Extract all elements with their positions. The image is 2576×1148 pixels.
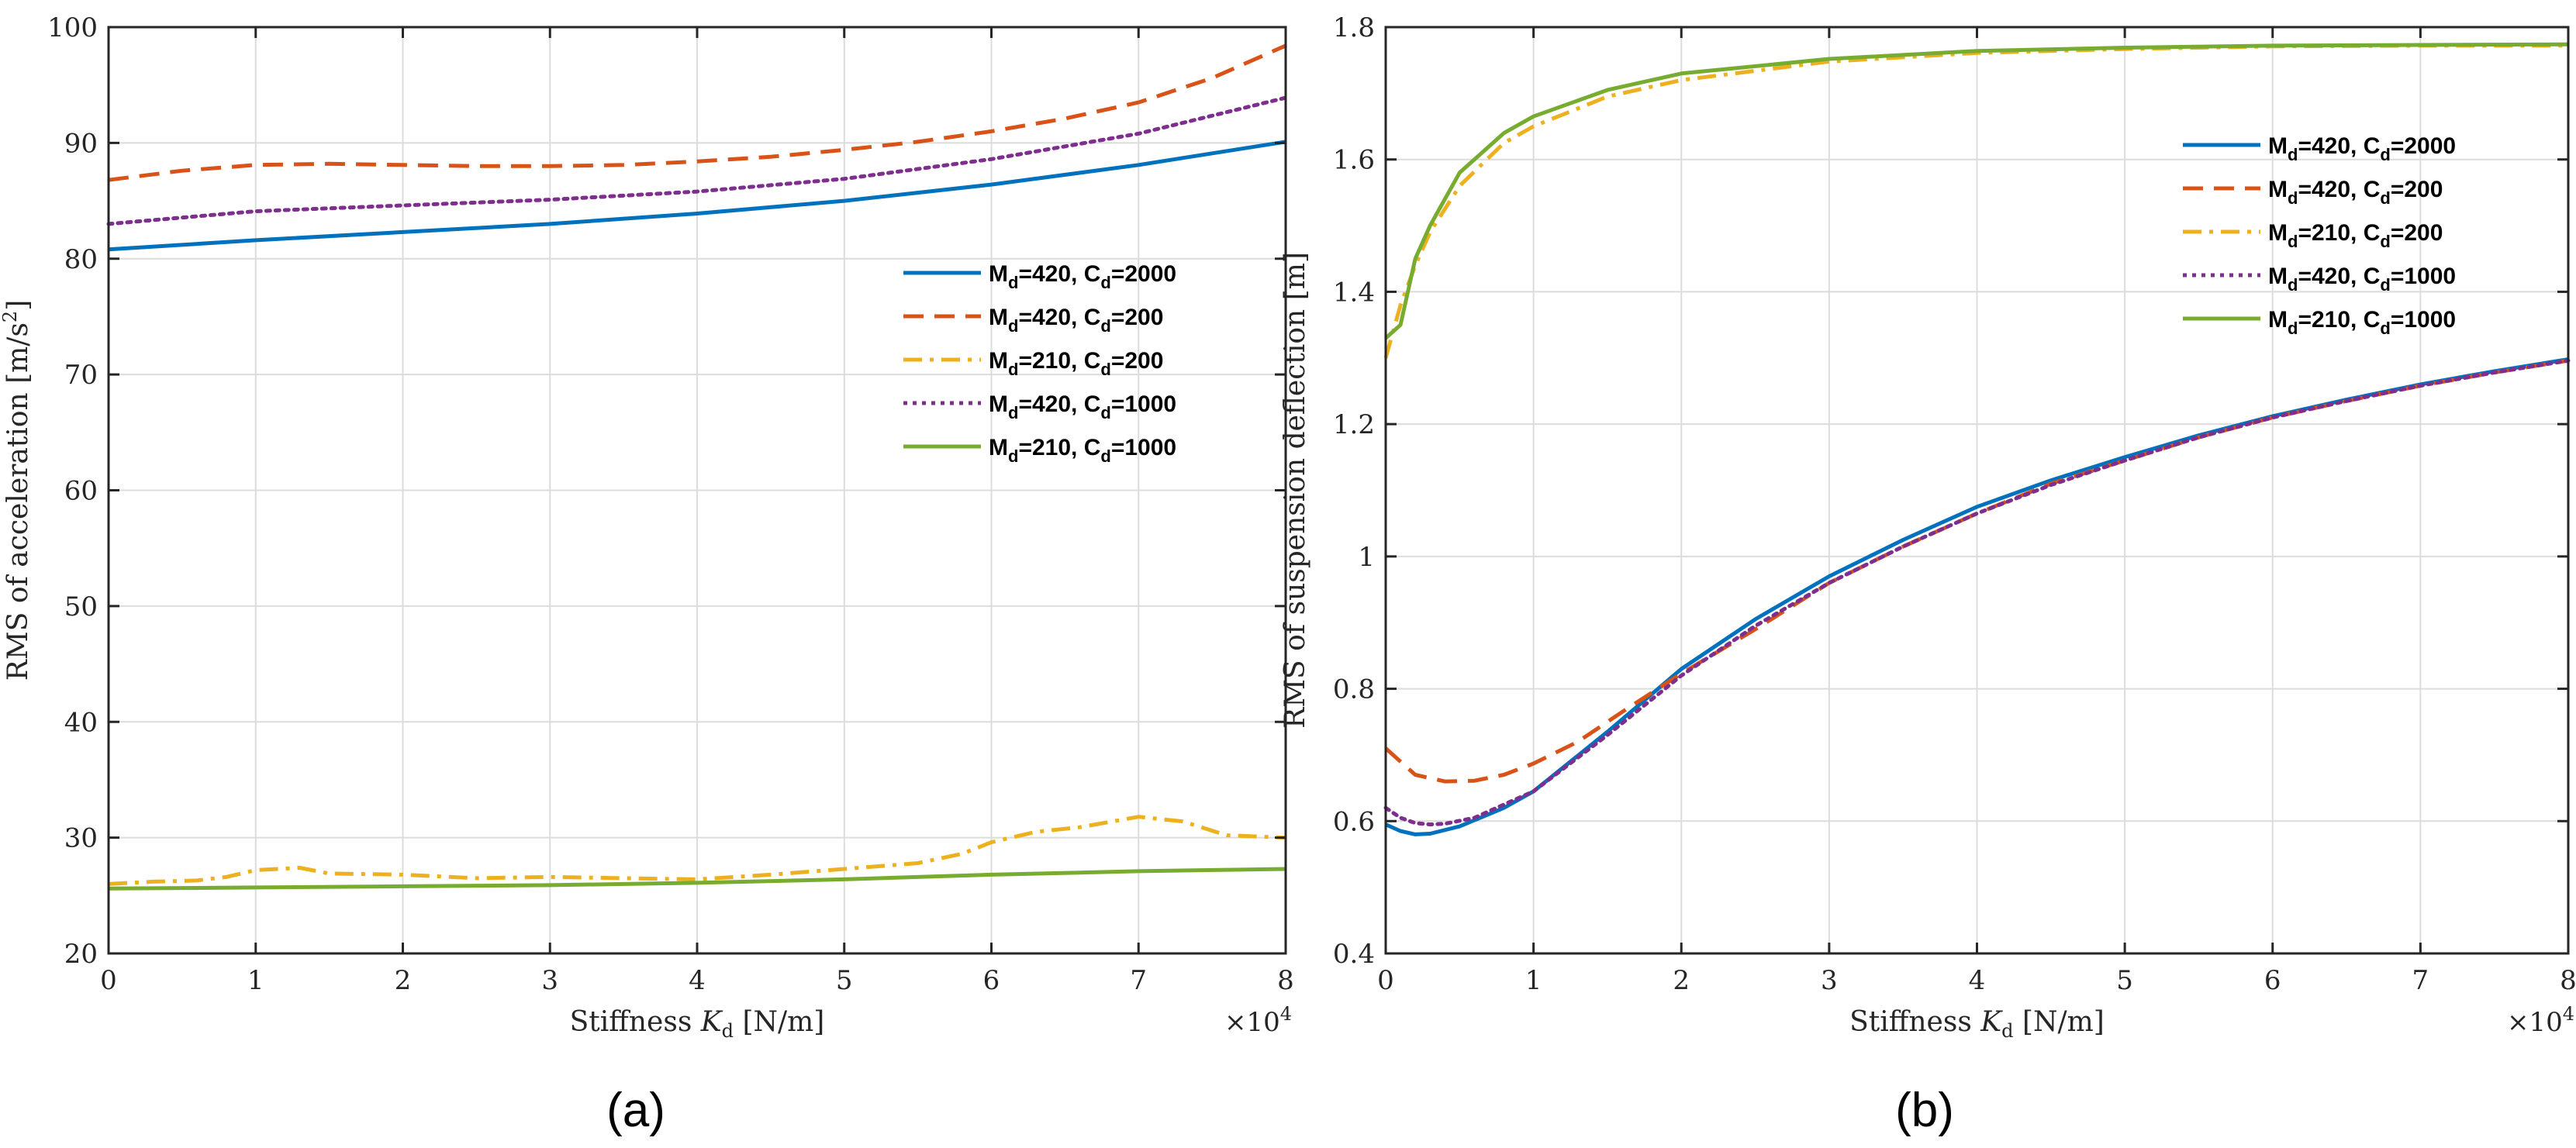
grid-b bbox=[1385, 26, 2569, 954]
x-tick-label: 3 bbox=[541, 965, 558, 996]
panel-label-a: (a) bbox=[606, 1084, 665, 1137]
x-tick-label: 8 bbox=[2560, 965, 2576, 996]
y-tick-label: 1.8 bbox=[1333, 12, 1375, 43]
y-axis-label-b: RMS of suspension deflection [m] bbox=[1279, 252, 1311, 729]
series-line-b-4 bbox=[1384, 42, 2569, 340]
x-tick-label: 5 bbox=[836, 965, 853, 996]
x-multiplier-a: ×104​ bbox=[1224, 1003, 1292, 1038]
x-tick-label: 2 bbox=[395, 965, 412, 996]
y-tick-label: 100 bbox=[47, 12, 98, 43]
y-tick-label: 40 bbox=[64, 707, 98, 738]
ticks-b: 0 1 2 3 4 5 6 7 8 0.4 0.6 0.8 1 1.2 1.4 1.6 1.8 bbox=[1333, 12, 2576, 996]
series-line-b-3 bbox=[1383, 358, 2571, 827]
legend-entry-a-2: Md=210, Cd=200 bbox=[989, 348, 1163, 379]
y-tick-label: 0.4 bbox=[1333, 939, 1375, 970]
legend-entry-a-0: Md=420, Cd=2000 bbox=[989, 261, 1176, 292]
y-tick-label: 60 bbox=[64, 476, 98, 507]
series-group-b bbox=[1383, 42, 2571, 836]
ticks-a: 0 1 2 3 4 5 6 7 8 20 30 40 50 60 70 80 90 100 bbox=[47, 12, 1294, 996]
x-axis-label-a: Stiffness Kd​ [N/m] bbox=[570, 1006, 825, 1042]
y-tick-label: 1.4 bbox=[1333, 277, 1375, 308]
series-group-a bbox=[106, 43, 1288, 891]
x-tick-label: 1 bbox=[247, 965, 264, 996]
y-tick-label: 0.6 bbox=[1333, 806, 1375, 837]
x-tick-label: 6 bbox=[2264, 965, 2281, 996]
series-line-a-0 bbox=[108, 140, 1286, 252]
y-tick-label: 1 bbox=[1358, 542, 1375, 573]
x-tick-label: 7 bbox=[2412, 965, 2429, 996]
legend-entry-b-1: Md=420, Cd=200 bbox=[2268, 177, 2443, 208]
legend-entry-a-3: Md=420, Cd=1000 bbox=[989, 391, 1176, 422]
y-tick-label: 1.2 bbox=[1333, 409, 1375, 440]
chart-panel-b: 0 1 2 3 4 5 6 7 8 0.4 0.6 0.8 1 1.2 1.4 1.6 1.8 Md=420, … bbox=[1279, 12, 2576, 1137]
x-tick-label: 5 bbox=[2116, 965, 2133, 996]
series-line-a-4 bbox=[108, 867, 1286, 891]
panel-label-b: (b) bbox=[1895, 1084, 1954, 1137]
x-tick-label: 7 bbox=[1130, 965, 1147, 996]
y-tick-label: 20 bbox=[64, 939, 98, 970]
legend-b: Md=420, Cd=2000 Md=420, Cd=200 Md=210, Cd=… bbox=[2183, 133, 2456, 338]
legend-a: Md=420, Cd=2000 Md=420, Cd=200 Md=210, Cd=… bbox=[903, 261, 1176, 466]
series-line-a-2 bbox=[108, 815, 1286, 886]
y-tick-label: 1.6 bbox=[1333, 145, 1375, 176]
x-tick-label: 6 bbox=[983, 965, 1000, 996]
series-line-a-1 bbox=[108, 43, 1287, 182]
x-tick-label: 3 bbox=[1821, 965, 1838, 996]
y-tick-label: 70 bbox=[64, 360, 98, 391]
x-tick-label: 2 bbox=[1673, 965, 1690, 996]
legend-entry-a-1: Md=420, Cd=200 bbox=[989, 305, 1163, 336]
chart-panel-a: 0 1 2 3 4 5 6 7 8 20 30 40 50 60 70 80 90 100 Md=420, Cd=… bbox=[0, 12, 1294, 1137]
x-tick-label: 0 bbox=[1377, 965, 1394, 996]
x-tick-label: 8 bbox=[1277, 965, 1294, 996]
plot-frame-b bbox=[1384, 26, 2570, 955]
y-axis-label-a: RMS of acceleration [m/s2​] bbox=[0, 300, 34, 681]
plot-frame-a bbox=[107, 26, 1287, 955]
y-tick-label: 30 bbox=[64, 823, 98, 854]
legend-entry-b-2: Md=210, Cd=200 bbox=[2268, 220, 2443, 251]
x-axis-label-b: Stiffness Kd​ [N/m] bbox=[1849, 1006, 2105, 1042]
x-multiplier-b: ×104​ bbox=[2507, 1003, 2574, 1038]
legend-entry-b-4: Md=210, Cd=1000 bbox=[2268, 307, 2456, 338]
x-tick-label: 4 bbox=[1969, 965, 1986, 996]
series-line-a-3 bbox=[106, 95, 1288, 226]
x-tick-label: 4 bbox=[689, 965, 706, 996]
y-tick-label: 90 bbox=[64, 128, 98, 159]
y-tick-label: 0.8 bbox=[1333, 674, 1375, 705]
y-tick-label: 80 bbox=[64, 244, 98, 275]
legend-entry-b-0: Md=420, Cd=2000 bbox=[2268, 133, 2456, 164]
y-tick-label: 50 bbox=[64, 591, 98, 622]
legend-entry-b-3: Md=420, Cd=1000 bbox=[2268, 264, 2456, 295]
x-tick-label: 1 bbox=[1525, 965, 1542, 996]
legend-entry-a-4: Md=210, Cd=1000 bbox=[989, 435, 1176, 466]
grid-a bbox=[108, 26, 1286, 954]
x-tick-label: 0 bbox=[100, 965, 117, 996]
